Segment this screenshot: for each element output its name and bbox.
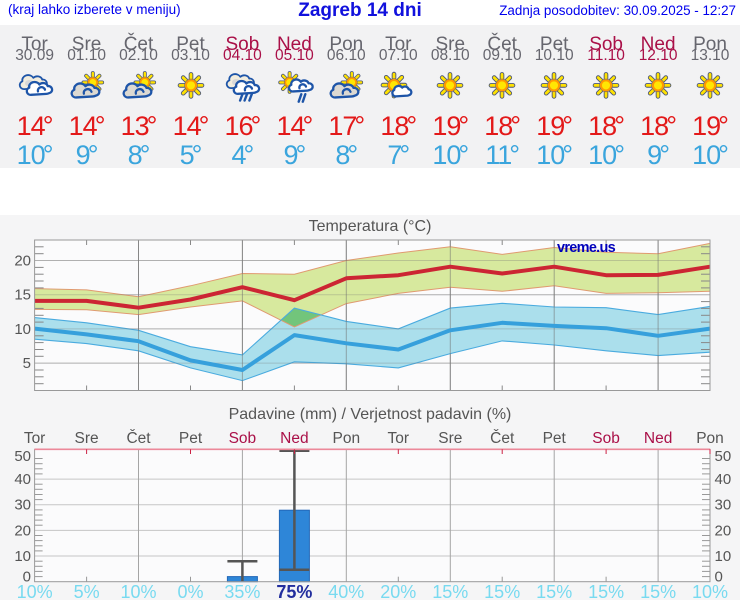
svg-text:Temperatura (°C): Temperatura (°C) — [309, 218, 432, 235]
svg-text:Pon: Pon — [333, 430, 361, 447]
svg-text:15%: 15% — [432, 582, 468, 600]
svg-text:35%: 35% — [224, 582, 260, 600]
svg-text:10%: 10% — [120, 582, 156, 600]
svg-text:Sre: Sre — [438, 430, 462, 447]
svg-text:40%: 40% — [328, 582, 364, 600]
svg-text:75%: 75% — [276, 582, 312, 600]
svg-text:Pet: Pet — [179, 430, 203, 447]
svg-text:40: 40 — [14, 471, 31, 488]
svg-text:0: 0 — [23, 569, 31, 586]
svg-text:Pon: Pon — [696, 430, 724, 447]
svg-text:Pet: Pet — [543, 430, 567, 447]
svg-text:20: 20 — [715, 522, 732, 539]
svg-text:30: 30 — [14, 497, 31, 514]
svg-text:10: 10 — [715, 548, 732, 565]
svg-text:vreme.us: vreme.us — [557, 240, 616, 256]
svg-text:20%: 20% — [380, 582, 416, 600]
svg-text:Tor: Tor — [388, 430, 410, 447]
svg-text:30: 30 — [715, 497, 732, 514]
svg-text:Čet: Čet — [490, 430, 515, 447]
svg-text:10: 10 — [14, 548, 31, 565]
svg-text:5%: 5% — [74, 582, 100, 600]
svg-text:5: 5 — [23, 355, 31, 372]
svg-text:15%: 15% — [536, 582, 572, 600]
svg-text:0%: 0% — [177, 582, 203, 600]
svg-text:Čet: Čet — [126, 430, 151, 447]
svg-text:20: 20 — [14, 253, 31, 270]
svg-text:Sob: Sob — [592, 430, 620, 447]
svg-text:Sre: Sre — [75, 430, 99, 447]
svg-text:Tor: Tor — [24, 430, 46, 447]
svg-text:10%: 10% — [692, 582, 728, 600]
svg-text:50: 50 — [715, 448, 732, 465]
svg-text:Sob: Sob — [229, 430, 257, 447]
svg-text:15%: 15% — [640, 582, 676, 600]
svg-text:Padavine (mm) / Verjetnost pad: Padavine (mm) / Verjetnost padavin (%) — [229, 406, 512, 423]
svg-text:15%: 15% — [588, 582, 624, 600]
svg-text:40: 40 — [715, 471, 732, 488]
svg-text:Ned: Ned — [644, 430, 672, 447]
svg-text:15: 15 — [14, 287, 31, 304]
svg-text:10: 10 — [14, 321, 31, 338]
svg-text:15%: 15% — [484, 582, 520, 600]
svg-text:50: 50 — [14, 448, 31, 465]
svg-text:10%: 10% — [17, 582, 53, 600]
svg-text:20: 20 — [14, 522, 31, 539]
svg-text:0: 0 — [715, 569, 723, 586]
svg-text:Ned: Ned — [280, 430, 308, 447]
